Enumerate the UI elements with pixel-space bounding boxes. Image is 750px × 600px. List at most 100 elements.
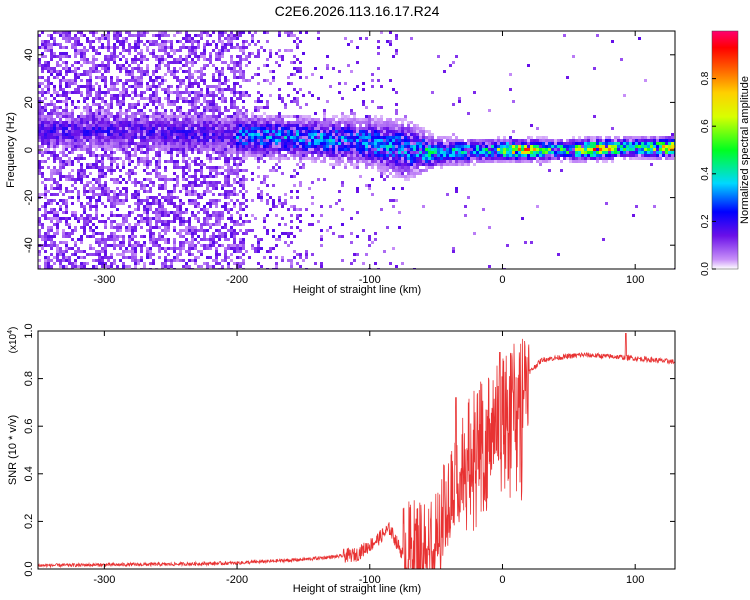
heatmap-cell [347,43,350,46]
heatmap-cell [173,241,176,244]
heatmap-cell [182,265,185,268]
heatmap-cell [47,151,50,154]
heatmap-cell [305,115,308,118]
heatmap-cell [188,73,191,76]
heatmap-cell [215,157,218,160]
heatmap-cell [203,31,206,34]
heatmap-cell [284,106,287,109]
heatmap-cell [176,118,179,121]
heatmap-cell [143,130,146,133]
heatmap-cell [341,127,344,130]
heatmap-cell [95,253,98,256]
heatmap-cell [239,205,242,208]
heatmap-cell [287,145,290,148]
heatmap-cell [239,202,242,205]
heatmap-cell [44,43,47,46]
heatmap-cell [164,139,167,142]
heatmap-cell [80,238,83,241]
heatmap-cell [71,247,74,250]
heatmap-cell [155,43,158,46]
heatmap-cell [440,157,443,160]
heatmap-cell [299,208,302,211]
heatmap-cell [347,139,350,142]
heatmap-cell [158,103,161,106]
heatmap-cell [275,118,278,121]
heatmap-cell [233,73,236,76]
heatmap-cell [353,154,356,157]
heatmap-cell [425,166,428,169]
heatmap-cell [56,157,59,160]
heatmap-cell [116,82,119,85]
heatmap-cell [218,52,221,55]
heatmap-cell [44,67,47,70]
heatmap-cell [188,226,191,229]
heatmap-cell [113,220,116,223]
heatmap-cell [116,235,119,238]
heatmap-cell [236,91,239,94]
heatmap-cell [50,34,53,37]
heatmap-cell [218,106,221,109]
heatmap-cell [128,109,131,112]
heatmap-cell [257,106,260,109]
heatmap-cell [137,220,140,223]
heatmap-cell [143,124,146,127]
heatmap-cell [113,61,116,64]
heatmap-cell [251,151,254,154]
heatmap-cell [131,154,134,157]
heatmap-cell [137,259,140,262]
heatmap-cell [278,130,281,133]
heatmap-cell [107,142,110,145]
heatmap-cell [251,130,254,133]
heatmap-cell [188,220,191,223]
heatmap-cell [230,217,233,220]
heatmap-cell [299,61,302,64]
heatmap-cell [221,82,224,85]
heatmap-cell [155,100,158,103]
heatmap-cell [263,127,266,130]
heatmap-cell [119,34,122,37]
heatmap-cell [353,145,356,148]
heatmap-cell [191,127,194,130]
heatmap-cell [203,43,206,46]
heatmap-cell [53,151,56,154]
heatmap-cell [173,214,176,217]
heatmap-cell [182,124,185,127]
heatmap-cell [107,235,110,238]
heatmap-cell [377,157,380,160]
heatmap-cell [233,235,236,238]
heatmap-cell [311,139,314,142]
heatmap-cell [212,166,215,169]
heatmap-cell [194,112,197,115]
heatmap-cell [272,79,275,82]
heatmap-cell [197,94,200,97]
heatmap-cell [182,244,185,247]
heatmap-cell [194,202,197,205]
heatmap-cell [110,253,113,256]
heatmap-cell [110,100,113,103]
heatmap-cell [158,217,161,220]
heatmap-cell [209,154,212,157]
heatmap-cell [287,130,290,133]
heatmap-cell [149,115,152,118]
heatmap-cell [407,130,410,133]
heatmap-cell [137,85,140,88]
heatmap-cell [68,112,71,115]
heatmap-cell [272,184,275,187]
heatmap-cell [143,70,146,73]
heatmap-cell [101,124,104,127]
heatmap-cell [269,142,272,145]
heatmap-cell [104,76,107,79]
heatmap-cell [260,181,263,184]
heatmap-cell [65,46,68,49]
heatmap-cell [194,91,197,94]
heatmap-cell [137,127,140,130]
heatmap-cell [284,49,287,52]
heatmap-cell [104,67,107,70]
heatmap-cell [341,130,344,133]
heatmap-cell [281,157,284,160]
heatmap-cell [230,40,233,43]
heatmap-cell [458,97,461,100]
heatmap-cell [299,70,302,73]
heatmap-cell [266,232,269,235]
heatmap-cell [425,157,428,160]
